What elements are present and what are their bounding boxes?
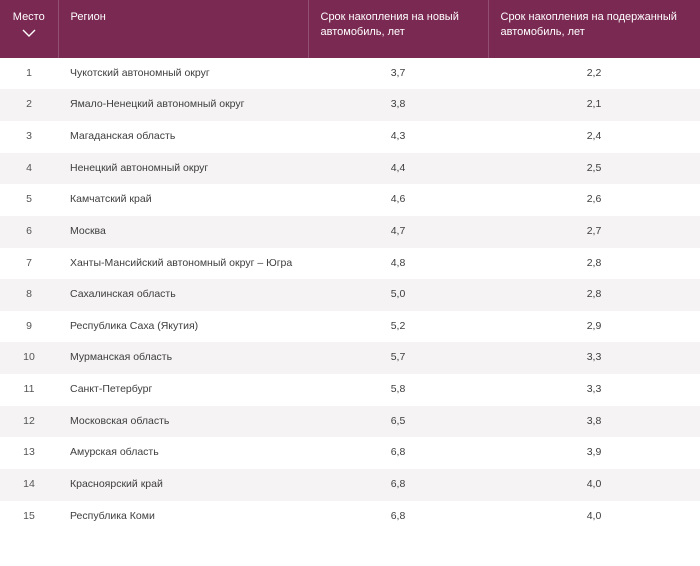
cell-used: 2,5 bbox=[488, 153, 700, 185]
col-header-new-label: Срок накопления на новый автомобиль, лет bbox=[321, 11, 459, 38]
regions-table: Место Регион Срок накопления на новый ав… bbox=[0, 0, 700, 532]
table-row: 10Мурманская область5,73,3 bbox=[0, 342, 700, 374]
cell-used: 2,6 bbox=[488, 184, 700, 216]
cell-region: Чукотский автономный округ bbox=[58, 58, 308, 90]
cell-used: 2,1 bbox=[488, 89, 700, 121]
table-row: 14Красноярский край6,84,0 bbox=[0, 469, 700, 501]
cell-new: 4,3 bbox=[308, 121, 488, 153]
cell-used: 2,8 bbox=[488, 279, 700, 311]
cell-used: 2,8 bbox=[488, 248, 700, 280]
cell-used: 3,3 bbox=[488, 342, 700, 374]
cell-place: 10 bbox=[0, 342, 58, 374]
table-row: 5Камчатский край4,62,6 bbox=[0, 184, 700, 216]
cell-region: Амурская область bbox=[58, 437, 308, 469]
cell-new: 4,6 bbox=[308, 184, 488, 216]
cell-region: Москва bbox=[58, 216, 308, 248]
cell-place: 1 bbox=[0, 58, 58, 90]
cell-new: 5,2 bbox=[308, 311, 488, 343]
cell-new: 6,8 bbox=[308, 501, 488, 533]
cell-region: Мурманская область bbox=[58, 342, 308, 374]
cell-region: Красноярский край bbox=[58, 469, 308, 501]
cell-region: Сахалинская область bbox=[58, 279, 308, 311]
table-row: 4Ненецкий автономный округ4,42,5 bbox=[0, 153, 700, 185]
cell-new: 4,8 bbox=[308, 248, 488, 280]
cell-region: Ненецкий автономный округ bbox=[58, 153, 308, 185]
cell-place: 6 bbox=[0, 216, 58, 248]
table-row: 12Московская область6,53,8 bbox=[0, 406, 700, 438]
col-header-place[interactable]: Место bbox=[0, 0, 58, 58]
cell-place: 13 bbox=[0, 437, 58, 469]
table-row: 11Санкт-Петербург5,83,3 bbox=[0, 374, 700, 406]
cell-place: 12 bbox=[0, 406, 58, 438]
cell-new: 4,7 bbox=[308, 216, 488, 248]
cell-place: 4 bbox=[0, 153, 58, 185]
cell-place: 8 bbox=[0, 279, 58, 311]
cell-used: 3,9 bbox=[488, 437, 700, 469]
table-row: 6Москва4,72,7 bbox=[0, 216, 700, 248]
cell-used: 2,2 bbox=[488, 58, 700, 90]
cell-used: 3,8 bbox=[488, 406, 700, 438]
cell-place: 14 bbox=[0, 469, 58, 501]
col-header-place-label: Место bbox=[13, 11, 45, 23]
cell-new: 6,8 bbox=[308, 437, 488, 469]
cell-region: Республика Саха (Якутия) bbox=[58, 311, 308, 343]
cell-used: 4,0 bbox=[488, 469, 700, 501]
col-header-region-label: Регион bbox=[71, 11, 106, 23]
cell-new: 5,7 bbox=[308, 342, 488, 374]
cell-place: 7 bbox=[0, 248, 58, 280]
cell-region: Камчатский край bbox=[58, 184, 308, 216]
table-row: 3Магаданская область4,32,4 bbox=[0, 121, 700, 153]
cell-region: Ханты-Мансийский автономный округ – Югра bbox=[58, 248, 308, 280]
cell-place: 2 bbox=[0, 89, 58, 121]
cell-place: 9 bbox=[0, 311, 58, 343]
cell-used: 2,9 bbox=[488, 311, 700, 343]
cell-place: 15 bbox=[0, 501, 58, 533]
cell-used: 4,0 bbox=[488, 501, 700, 533]
table-row: 8Сахалинская область5,02,8 bbox=[0, 279, 700, 311]
cell-region: Республика Коми bbox=[58, 501, 308, 533]
cell-used: 2,4 bbox=[488, 121, 700, 153]
table-row: 9Республика Саха (Якутия)5,22,9 bbox=[0, 311, 700, 343]
table-row: 1Чукотский автономный округ3,72,2 bbox=[0, 58, 700, 90]
cell-region: Магаданская область bbox=[58, 121, 308, 153]
chevron-down-icon bbox=[22, 29, 36, 37]
cell-place: 5 bbox=[0, 184, 58, 216]
table-body: 1Чукотский автономный округ3,72,22Ямало-… bbox=[0, 58, 700, 533]
cell-used: 3,3 bbox=[488, 374, 700, 406]
col-header-used[interactable]: Срок накопления на подержанный автомобил… bbox=[488, 0, 700, 58]
table-row: 13Амурская область6,83,9 bbox=[0, 437, 700, 469]
table-row: 7Ханты-Мансийский автономный округ – Югр… bbox=[0, 248, 700, 280]
cell-new: 6,5 bbox=[308, 406, 488, 438]
cell-region: Ямало-Ненецкий автономный округ bbox=[58, 89, 308, 121]
table-row: 15Республика Коми6,84,0 bbox=[0, 501, 700, 533]
cell-new: 3,7 bbox=[308, 58, 488, 90]
cell-new: 5,8 bbox=[308, 374, 488, 406]
cell-region: Санкт-Петербург bbox=[58, 374, 308, 406]
col-header-used-label: Срок накопления на подержанный автомобил… bbox=[501, 11, 677, 38]
table-row: 2Ямало-Ненецкий автономный округ3,82,1 bbox=[0, 89, 700, 121]
cell-new: 3,8 bbox=[308, 89, 488, 121]
col-header-region[interactable]: Регион bbox=[58, 0, 308, 58]
cell-place: 3 bbox=[0, 121, 58, 153]
cell-region: Московская область bbox=[58, 406, 308, 438]
cell-new: 4,4 bbox=[308, 153, 488, 185]
cell-used: 2,7 bbox=[488, 216, 700, 248]
table-header-row: Место Регион Срок накопления на новый ав… bbox=[0, 0, 700, 58]
cell-place: 11 bbox=[0, 374, 58, 406]
col-header-new[interactable]: Срок накопления на новый автомобиль, лет bbox=[308, 0, 488, 58]
cell-new: 6,8 bbox=[308, 469, 488, 501]
cell-new: 5,0 bbox=[308, 279, 488, 311]
